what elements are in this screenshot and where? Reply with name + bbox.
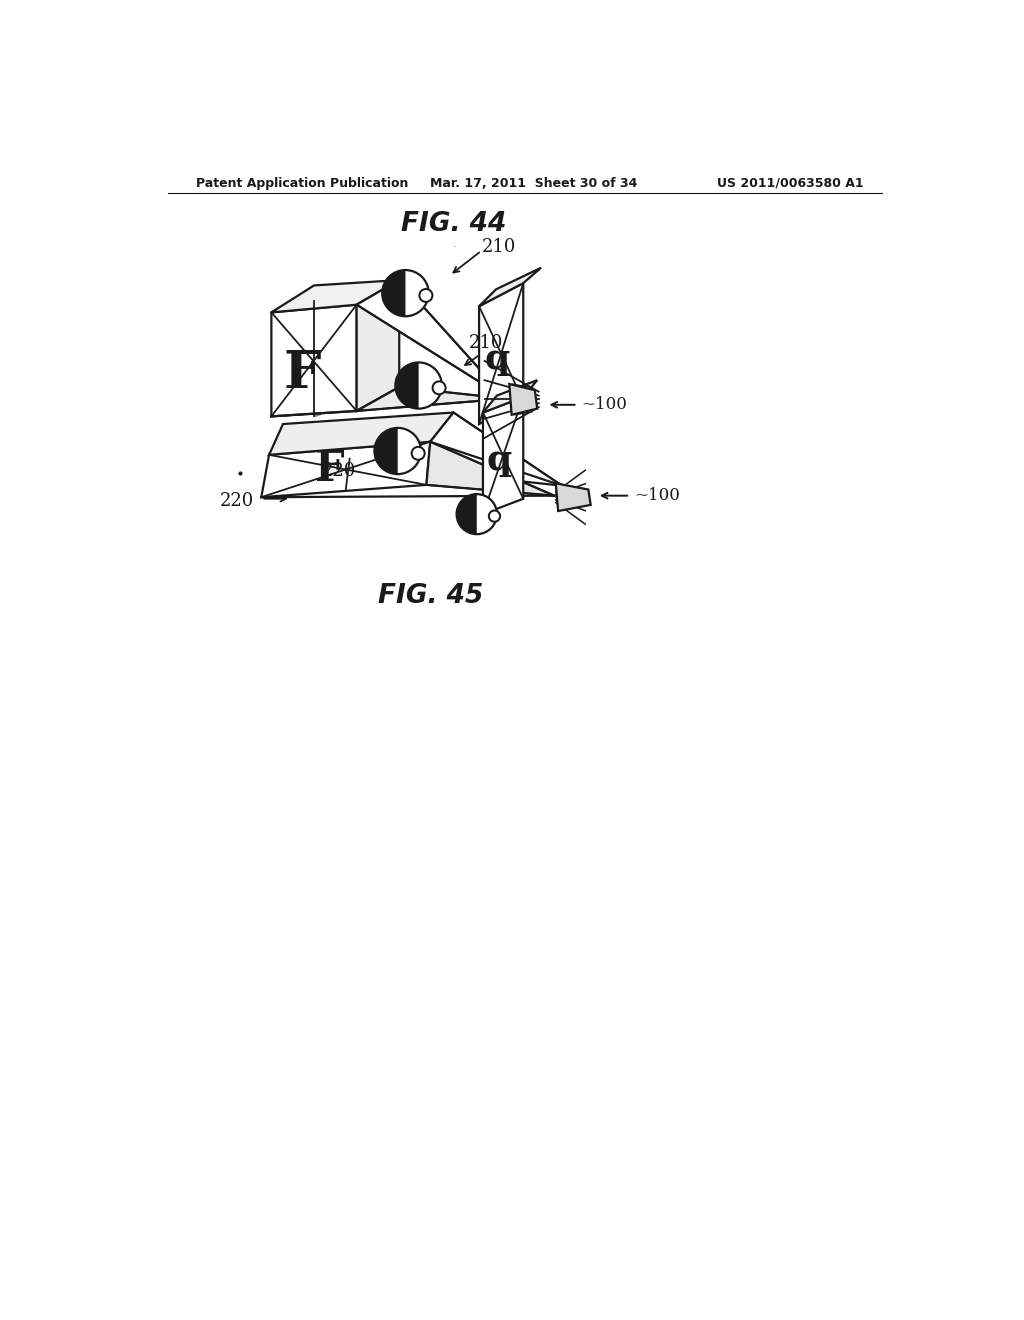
Text: US 2011/0063580 A1: US 2011/0063580 A1 bbox=[717, 177, 863, 190]
Text: q: q bbox=[486, 444, 512, 478]
Polygon shape bbox=[483, 397, 523, 515]
Polygon shape bbox=[356, 280, 399, 411]
Polygon shape bbox=[271, 305, 356, 416]
Circle shape bbox=[420, 289, 432, 302]
Polygon shape bbox=[479, 268, 541, 306]
Polygon shape bbox=[509, 384, 538, 414]
Text: 220: 220 bbox=[322, 462, 356, 480]
Text: Patent Application Publication: Patent Application Publication bbox=[197, 177, 409, 190]
Text: FIG. 45: FIG. 45 bbox=[378, 582, 483, 609]
Polygon shape bbox=[356, 387, 506, 411]
Circle shape bbox=[412, 447, 425, 459]
Polygon shape bbox=[261, 442, 430, 498]
Circle shape bbox=[432, 381, 445, 395]
Wedge shape bbox=[395, 363, 419, 409]
Text: ~100: ~100 bbox=[582, 396, 628, 413]
Polygon shape bbox=[430, 412, 562, 486]
Text: FIG. 44: FIG. 44 bbox=[400, 211, 506, 236]
Polygon shape bbox=[483, 380, 538, 412]
Wedge shape bbox=[457, 494, 477, 535]
Text: q: q bbox=[484, 342, 510, 376]
Text: ~100: ~100 bbox=[634, 487, 680, 504]
Polygon shape bbox=[269, 412, 454, 455]
Circle shape bbox=[457, 494, 497, 535]
Wedge shape bbox=[375, 428, 397, 474]
Circle shape bbox=[375, 428, 421, 474]
Polygon shape bbox=[479, 284, 523, 424]
Polygon shape bbox=[512, 391, 532, 403]
Polygon shape bbox=[561, 487, 583, 508]
Circle shape bbox=[395, 363, 442, 409]
Circle shape bbox=[488, 511, 500, 521]
Text: 210: 210 bbox=[481, 238, 516, 256]
Text: 210: 210 bbox=[469, 334, 504, 352]
Polygon shape bbox=[271, 280, 399, 313]
Text: 220: 220 bbox=[220, 492, 254, 510]
Polygon shape bbox=[556, 483, 591, 511]
Polygon shape bbox=[356, 280, 506, 399]
Polygon shape bbox=[566, 488, 589, 507]
Wedge shape bbox=[382, 271, 406, 317]
Polygon shape bbox=[556, 484, 578, 510]
Polygon shape bbox=[512, 403, 532, 414]
Polygon shape bbox=[426, 442, 554, 496]
Text: F: F bbox=[314, 449, 344, 491]
Text: Mar. 17, 2011  Sheet 30 of 34: Mar. 17, 2011 Sheet 30 of 34 bbox=[430, 177, 638, 190]
Polygon shape bbox=[512, 396, 532, 409]
Circle shape bbox=[382, 271, 429, 317]
Text: F: F bbox=[284, 348, 322, 400]
Polygon shape bbox=[512, 384, 532, 396]
